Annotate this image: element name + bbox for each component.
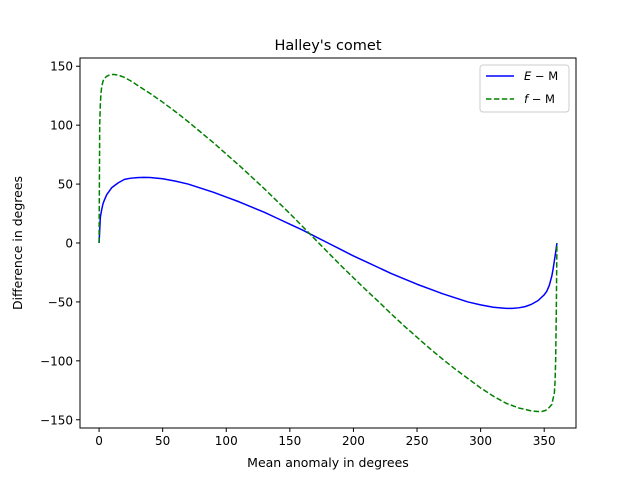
- y-tick-label: 0: [65, 237, 73, 251]
- series-lines: [98, 73, 558, 413]
- chart-title: Halley's comet: [274, 38, 381, 54]
- x-tick-label: 350: [533, 434, 556, 448]
- x-tick-label: 0: [95, 434, 103, 448]
- legend: E − M f − M: [479, 64, 570, 113]
- x-tick-label: 300: [469, 434, 492, 448]
- legend-label-e-minus-m: E − M: [524, 69, 558, 83]
- y-tick-label: 150: [50, 60, 73, 74]
- x-tick-label: 250: [406, 434, 429, 448]
- y-tick-label: −100: [40, 354, 73, 368]
- x-tick-label: 150: [278, 434, 301, 448]
- x-axis-ticks: 0 50 100 150 200 250 300 350: [95, 428, 556, 448]
- x-tick-label: 100: [215, 434, 238, 448]
- y-axis-label: Difference in degrees: [10, 176, 25, 310]
- legend-label-f-minus-m: f − M: [524, 92, 555, 106]
- plot-frame: [79, 57, 577, 429]
- series-line-f-minus-m: [98, 73, 558, 413]
- x-tick-label: 200: [342, 434, 365, 448]
- y-tick-label: −150: [40, 413, 73, 427]
- y-tick-label: −50: [48, 295, 73, 309]
- y-tick-label: 100: [50, 119, 73, 133]
- x-axis-label: Mean anomaly in degrees: [247, 455, 409, 470]
- y-tick-label: 50: [58, 178, 73, 192]
- x-tick-label: 50: [155, 434, 170, 448]
- y-axis-ticks: −150 −100 −50 0 50 100 150: [40, 60, 80, 427]
- series-line-e-minus-m: [98, 176, 558, 310]
